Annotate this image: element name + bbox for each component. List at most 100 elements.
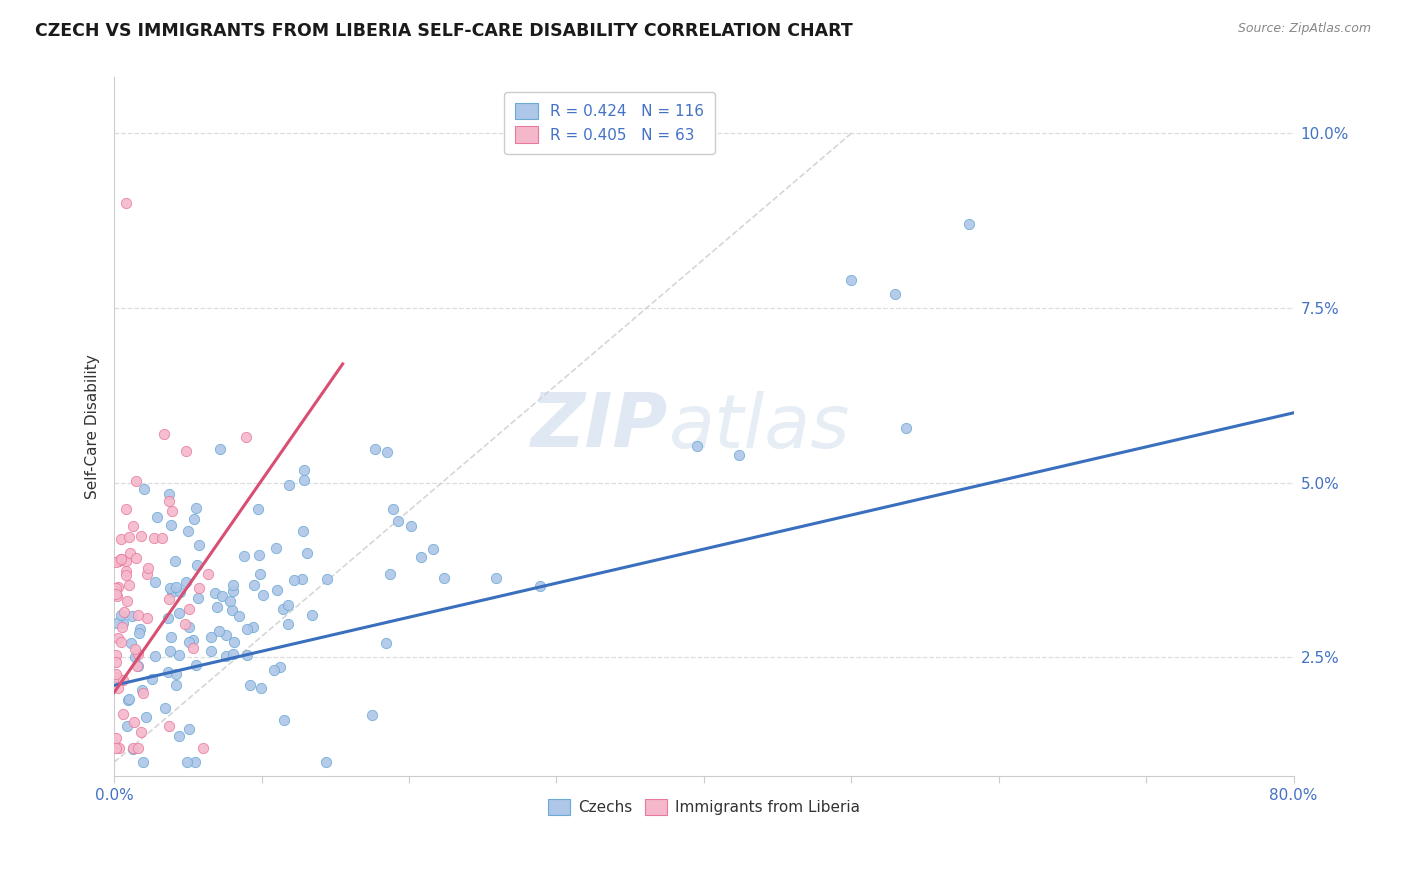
Point xyxy=(110,532,132,546)
Point xyxy=(277,598,299,612)
Point xyxy=(124,715,146,730)
Point xyxy=(127,741,149,756)
Point xyxy=(104,655,127,669)
Point xyxy=(167,729,190,743)
Point xyxy=(235,430,257,444)
Point xyxy=(105,589,128,603)
Point xyxy=(159,517,181,532)
Point xyxy=(200,630,222,644)
Point xyxy=(129,725,152,739)
Point xyxy=(107,681,129,695)
Point xyxy=(141,672,163,686)
Point xyxy=(165,554,187,568)
Point xyxy=(884,287,907,301)
Legend: Czechs, Immigrants from Liberia: Czechs, Immigrants from Liberia xyxy=(538,789,869,824)
Point xyxy=(179,634,201,648)
Point xyxy=(485,571,508,585)
Point xyxy=(278,478,301,492)
Point xyxy=(115,554,138,568)
Point xyxy=(173,617,195,632)
Point xyxy=(157,719,180,733)
Text: Source: ZipAtlas.com: Source: ZipAtlas.com xyxy=(1237,22,1371,36)
Point xyxy=(187,581,209,595)
Point xyxy=(896,420,918,434)
Point xyxy=(132,483,155,497)
Point xyxy=(115,593,138,607)
Point xyxy=(181,641,204,656)
Point xyxy=(157,591,180,606)
Point xyxy=(177,602,200,616)
Point xyxy=(250,681,273,695)
Point xyxy=(104,648,127,662)
Point xyxy=(685,439,707,453)
Point xyxy=(422,542,444,557)
Point xyxy=(433,571,456,585)
Point xyxy=(110,552,132,566)
Point xyxy=(222,584,245,599)
Point xyxy=(160,503,183,517)
Point xyxy=(143,531,166,545)
Point xyxy=(269,660,291,674)
Point xyxy=(120,546,142,560)
Point xyxy=(125,659,148,673)
Point xyxy=(236,622,259,636)
Point xyxy=(136,561,159,575)
Point xyxy=(239,678,262,692)
Point xyxy=(160,630,183,644)
Point xyxy=(155,700,177,714)
Point xyxy=(177,723,200,737)
Point xyxy=(277,616,299,631)
Point xyxy=(247,548,270,562)
Point xyxy=(118,691,141,706)
Point xyxy=(112,605,135,619)
Point xyxy=(411,549,433,564)
Point xyxy=(228,609,250,624)
Point xyxy=(191,741,214,756)
Point xyxy=(105,731,128,746)
Point xyxy=(104,555,127,569)
Point xyxy=(135,710,157,724)
Point xyxy=(264,541,287,555)
Point xyxy=(184,755,207,769)
Point xyxy=(110,551,132,566)
Point xyxy=(221,577,243,591)
Point xyxy=(157,493,180,508)
Point xyxy=(159,644,181,658)
Point xyxy=(221,603,243,617)
Point xyxy=(177,620,200,634)
Point xyxy=(117,693,139,707)
Point xyxy=(115,568,138,582)
Point xyxy=(176,755,198,769)
Point xyxy=(211,590,233,604)
Point xyxy=(121,741,143,756)
Point xyxy=(839,273,862,287)
Point xyxy=(110,608,132,623)
Point xyxy=(215,649,238,664)
Point xyxy=(301,607,323,622)
Point xyxy=(107,631,129,645)
Point xyxy=(375,445,398,459)
Point xyxy=(169,648,191,662)
Point xyxy=(125,551,148,566)
Point xyxy=(153,426,176,441)
Point xyxy=(186,558,208,572)
Point xyxy=(115,502,138,516)
Point xyxy=(121,519,143,533)
Point xyxy=(184,500,207,515)
Point xyxy=(128,622,150,636)
Point xyxy=(111,620,134,634)
Point xyxy=(125,474,148,488)
Point xyxy=(236,648,259,662)
Point xyxy=(728,449,751,463)
Point xyxy=(374,635,396,649)
Point xyxy=(104,666,127,681)
Point xyxy=(110,635,132,649)
Point xyxy=(957,217,980,231)
Point xyxy=(184,657,207,672)
Point xyxy=(105,615,128,630)
Point xyxy=(224,635,246,649)
Point xyxy=(188,538,211,552)
Point xyxy=(266,582,288,597)
Point xyxy=(263,663,285,677)
Point xyxy=(219,593,242,607)
